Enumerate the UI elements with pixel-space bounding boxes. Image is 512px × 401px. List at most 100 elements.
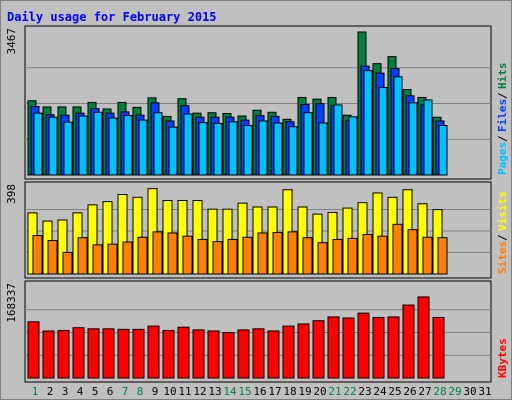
bar-kbytes-kbytes — [402, 304, 415, 379]
bar-hits-pages — [318, 122, 328, 176]
bar-kbytes-kbytes — [87, 328, 100, 379]
bar-hits-pages — [303, 112, 313, 176]
bar-hits-pages — [363, 70, 373, 176]
day-label: 12 — [193, 385, 206, 398]
bar-kbytes-kbytes — [102, 328, 115, 379]
bar-hits-pages — [393, 76, 403, 176]
bar-kbytes-kbytes — [312, 320, 325, 379]
bar-visits-sites — [287, 231, 298, 275]
bar-visits-sites — [272, 232, 283, 275]
bar-visits-sites — [152, 231, 163, 275]
bar-kbytes-kbytes — [297, 323, 310, 379]
legend-visits: Visits — [496, 191, 509, 231]
day-label: 18 — [283, 385, 296, 398]
bar-kbytes-kbytes — [147, 325, 160, 379]
bar-kbytes-kbytes — [252, 328, 265, 379]
bar-visits-sites — [107, 243, 118, 275]
bar-kbytes-kbytes — [372, 316, 385, 379]
bar-kbytes-kbytes — [42, 330, 55, 379]
day-label: 26 — [403, 385, 416, 398]
legend-sites: Sites — [496, 241, 509, 274]
day-label: 14 — [223, 385, 237, 398]
bar-hits-pages — [438, 125, 448, 176]
bar-visits-sites — [212, 241, 223, 275]
day-label: 9 — [152, 385, 159, 398]
bar-kbytes-kbytes — [432, 316, 445, 379]
bar-hits-pages — [48, 116, 58, 176]
day-label: 5 — [92, 385, 99, 398]
bar-kbytes-kbytes — [192, 329, 205, 379]
bar-kbytes-kbytes — [132, 328, 145, 379]
panel-max-label: 398 — [5, 184, 18, 204]
bar-visits-sites — [317, 242, 328, 275]
bar-visits-sites — [62, 251, 73, 275]
bar-kbytes-kbytes — [27, 321, 40, 379]
bar-visits-sites — [437, 237, 448, 275]
bar-hits-pages — [408, 102, 418, 176]
bar-visits-sites — [47, 240, 58, 275]
bar-visits-sites — [92, 244, 103, 275]
day-label: 8 — [137, 385, 144, 398]
bar-hits-pages — [348, 116, 358, 176]
day-label: 11 — [178, 385, 191, 398]
day-label: 25 — [388, 385, 401, 398]
day-label: 4 — [77, 385, 84, 398]
bar-kbytes-kbytes — [207, 330, 220, 379]
bar-hits-pages — [378, 87, 388, 176]
bar-kbytes-kbytes — [72, 327, 85, 379]
bar-kbytes-kbytes — [387, 316, 400, 379]
bar-visits-sites — [377, 235, 388, 275]
bar-visits-sites — [137, 236, 148, 275]
bar-kbytes-kbytes — [342, 317, 355, 379]
bar-visits-sites — [182, 235, 193, 275]
day-label: 6 — [107, 385, 114, 398]
bar-kbytes-kbytes — [177, 326, 190, 379]
bar-visits-sites — [302, 237, 313, 275]
bar-hits-pages — [63, 121, 73, 176]
bar-hits-pages — [108, 117, 118, 176]
day-label: 13 — [208, 385, 221, 398]
day-label: 20 — [313, 385, 326, 398]
bar-kbytes-kbytes — [57, 329, 70, 379]
bar-kbytes-kbytes — [357, 312, 370, 379]
day-label: 7 — [122, 385, 129, 398]
bar-hits-pages — [78, 115, 88, 176]
bar-kbytes-kbytes — [222, 332, 235, 379]
bar-visits-sites — [227, 238, 238, 275]
bar-hits-pages — [243, 125, 253, 176]
bar-visits-sites — [407, 229, 418, 275]
bar-visits-sites — [422, 236, 433, 275]
bar-hits-pages — [273, 122, 283, 176]
bar-visits-sites — [392, 223, 403, 275]
day-label: 24 — [373, 385, 387, 398]
day-label: 31 — [478, 385, 491, 398]
chart-title: Daily usage for February 2015 — [7, 10, 217, 24]
day-label: 3 — [62, 385, 69, 398]
day-label: 15 — [238, 385, 251, 398]
day-label: 22 — [343, 385, 356, 398]
bar-visits-sites — [257, 232, 268, 275]
bar-hits-pages — [228, 121, 238, 176]
day-label: 1 — [32, 385, 39, 398]
legend-separator: / — [496, 234, 509, 241]
day-label: 17 — [268, 385, 281, 398]
bar-hits-pages — [258, 120, 268, 176]
panel-max-label: 3467 — [5, 28, 18, 55]
bar-kbytes-kbytes — [162, 329, 175, 379]
bar-kbytes-kbytes — [417, 296, 430, 379]
bar-kbytes-kbytes — [267, 330, 280, 379]
day-label: 30 — [463, 385, 476, 398]
bar-hits-pages — [288, 126, 298, 176]
bar-visits-sites — [242, 236, 253, 275]
bar-visits-sites — [332, 238, 343, 275]
bar-hits-pages — [138, 119, 148, 176]
day-label: 16 — [253, 385, 266, 398]
day-label: 2 — [47, 385, 54, 398]
bar-kbytes-kbytes — [327, 316, 340, 379]
bar-hits-pages — [183, 113, 193, 176]
bar-visits-sites — [167, 232, 178, 275]
day-label: 21 — [328, 385, 341, 398]
bar-hits-pages — [213, 122, 223, 176]
